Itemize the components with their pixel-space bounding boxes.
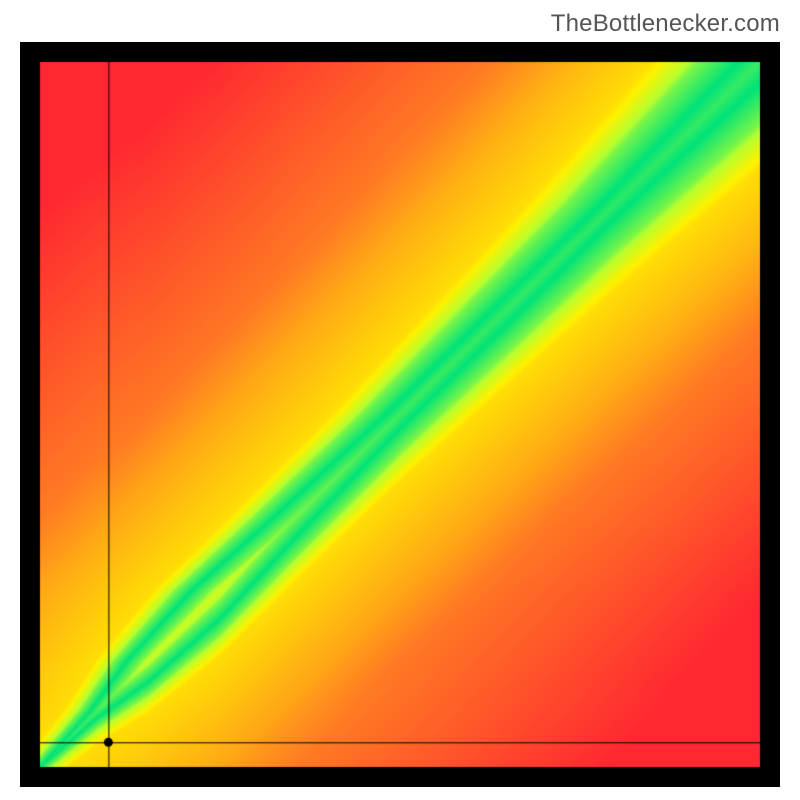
- chart-container: TheBottlenecker.com: [0, 0, 800, 800]
- bottleneck-heatmap: [20, 42, 780, 787]
- watermark-text: TheBottlenecker.com: [551, 10, 780, 38]
